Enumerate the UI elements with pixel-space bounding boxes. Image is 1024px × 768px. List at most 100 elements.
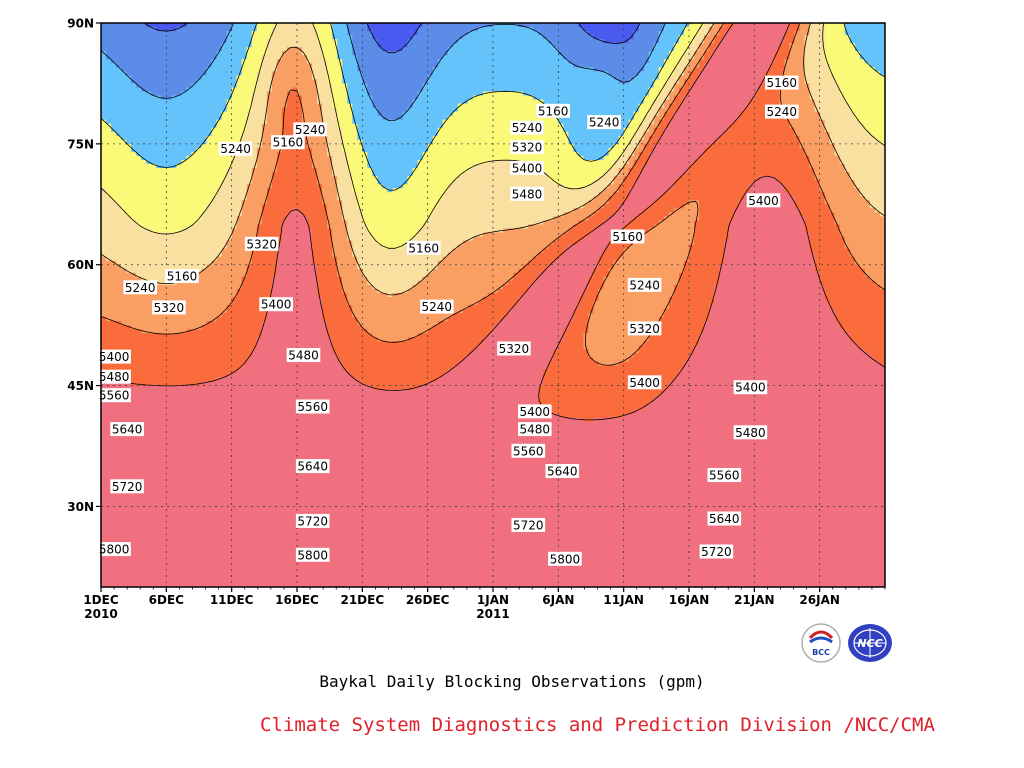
contour-band-cell: [111, 280, 117, 286]
contour-band-cell: [196, 264, 203, 270]
contour-band-cell: [226, 389, 233, 395]
contour-band-cell: [121, 441, 127, 447]
contour-band-cell: [246, 276, 253, 282]
contour-band-cell: [101, 83, 107, 89]
contour-band-cell: [236, 309, 243, 314]
contour-band-cell: [271, 389, 278, 395]
contour-band-cell: [236, 450, 243, 455]
contour-band-cell: [256, 309, 263, 314]
contour-band-cell: [211, 47, 218, 52]
contour-band-cell: [101, 212, 107, 217]
contour-band-cell: [106, 123, 112, 129]
contour-band-cell: [196, 75, 203, 80]
contour-band-cell: [136, 413, 142, 419]
contour-band-cell: [146, 196, 152, 201]
contour-band-cell: [216, 518, 223, 524]
contour-band-cell: [196, 570, 203, 576]
contour-band-cell: [251, 119, 258, 125]
contour-band-cell: [131, 300, 137, 306]
contour-band-cell: [126, 244, 132, 250]
contour-band-cell: [131, 111, 137, 117]
contour-band-cell: [191, 538, 198, 544]
contour-band-cell: [141, 474, 147, 479]
contour-band-cell: [171, 490, 177, 495]
contour-band-cell: [241, 103, 248, 109]
contour-band-cell: [111, 176, 117, 181]
contour-band-cell: [241, 490, 248, 495]
contour-band-cell: [241, 534, 248, 540]
contour-band-cell: [231, 55, 238, 60]
contour-band-cell: [226, 494, 233, 499]
contour-band-cell: [251, 23, 258, 28]
contour-band-cell: [171, 159, 177, 165]
contour-band-cell: [231, 31, 238, 36]
contour-band-cell: [251, 429, 258, 435]
contour-band-cell: [156, 155, 162, 161]
contour-band-cell: [231, 196, 238, 201]
contour-band-cell: [186, 208, 193, 213]
contour-band-cell: [131, 264, 137, 270]
contour-band-cell: [161, 204, 167, 209]
contour-band-cell: [246, 446, 253, 451]
contour-band-cell: [121, 131, 127, 137]
contour-band-cell: [106, 345, 112, 350]
contour-band-cell: [186, 300, 193, 306]
contour-band-cell: [156, 288, 162, 294]
contour-band-cell: [121, 192, 127, 197]
contour-band-cell: [271, 67, 278, 72]
contour-band-cell: [176, 168, 183, 173]
contour-band-cell: [191, 91, 198, 97]
contour-band-cell: [121, 188, 127, 193]
contour-band-cell: [226, 454, 233, 459]
contour-band-cell: [276, 91, 283, 97]
contour-band-cell: [216, 79, 223, 85]
contour-band-cell: [126, 63, 132, 68]
contour-band-cell: [226, 510, 233, 516]
contour-band-cell: [201, 248, 208, 254]
contour-band-cell: [196, 578, 203, 584]
contour-band-cell: [116, 268, 122, 274]
contour-band-cell: [201, 441, 208, 447]
contour-band-cell: [236, 252, 243, 258]
contour-band-cell: [141, 478, 147, 483]
contour-band-cell: [141, 196, 147, 201]
contour-band-cell: [191, 349, 198, 354]
contour-band-cell: [181, 470, 188, 475]
contour-band-cell: [106, 196, 112, 201]
contour-band-cell: [176, 31, 183, 36]
contour-band-cell: [221, 276, 228, 282]
contour-band-cell: [171, 35, 177, 40]
contour-band-cell: [196, 67, 203, 72]
contour-band-cell: [181, 417, 188, 423]
contour-band-cell: [111, 385, 117, 391]
contour-band-cell: [161, 458, 167, 463]
contour-band-cell: [206, 333, 213, 338]
contour-band-cell: [176, 550, 183, 556]
contour-band-cell: [236, 482, 243, 487]
contour-band-cell: [226, 228, 233, 234]
contour-band-cell: [196, 494, 203, 499]
contour-band-cell: [116, 570, 122, 576]
contour-band-cell: [186, 309, 193, 314]
contour-band-cell: [136, 506, 142, 512]
contour-band-cell: [216, 385, 223, 391]
contour-band-cell: [176, 433, 183, 439]
contour-band-cell: [186, 425, 193, 431]
contour-band-cell: [156, 176, 162, 181]
contour-band-cell: [111, 260, 117, 266]
contour-band-cell: [111, 87, 117, 93]
contour-band-cell: [236, 381, 243, 387]
contour-band-cell: [166, 502, 172, 508]
contour-band-cell: [191, 176, 198, 181]
contour-band-cell: [256, 99, 263, 105]
contour-band-cell: [111, 155, 117, 161]
contour-band-cell: [116, 208, 122, 213]
contour-band-cell: [261, 284, 268, 290]
contour-band-cell: [156, 212, 162, 217]
contour-band-cell: [121, 574, 127, 580]
contour-band-cell: [276, 313, 283, 318]
contour-band-cell: [201, 409, 208, 415]
contour-band-cell: [216, 417, 223, 423]
contour-band-cell: [146, 582, 152, 587]
contour-band-cell: [251, 99, 258, 105]
